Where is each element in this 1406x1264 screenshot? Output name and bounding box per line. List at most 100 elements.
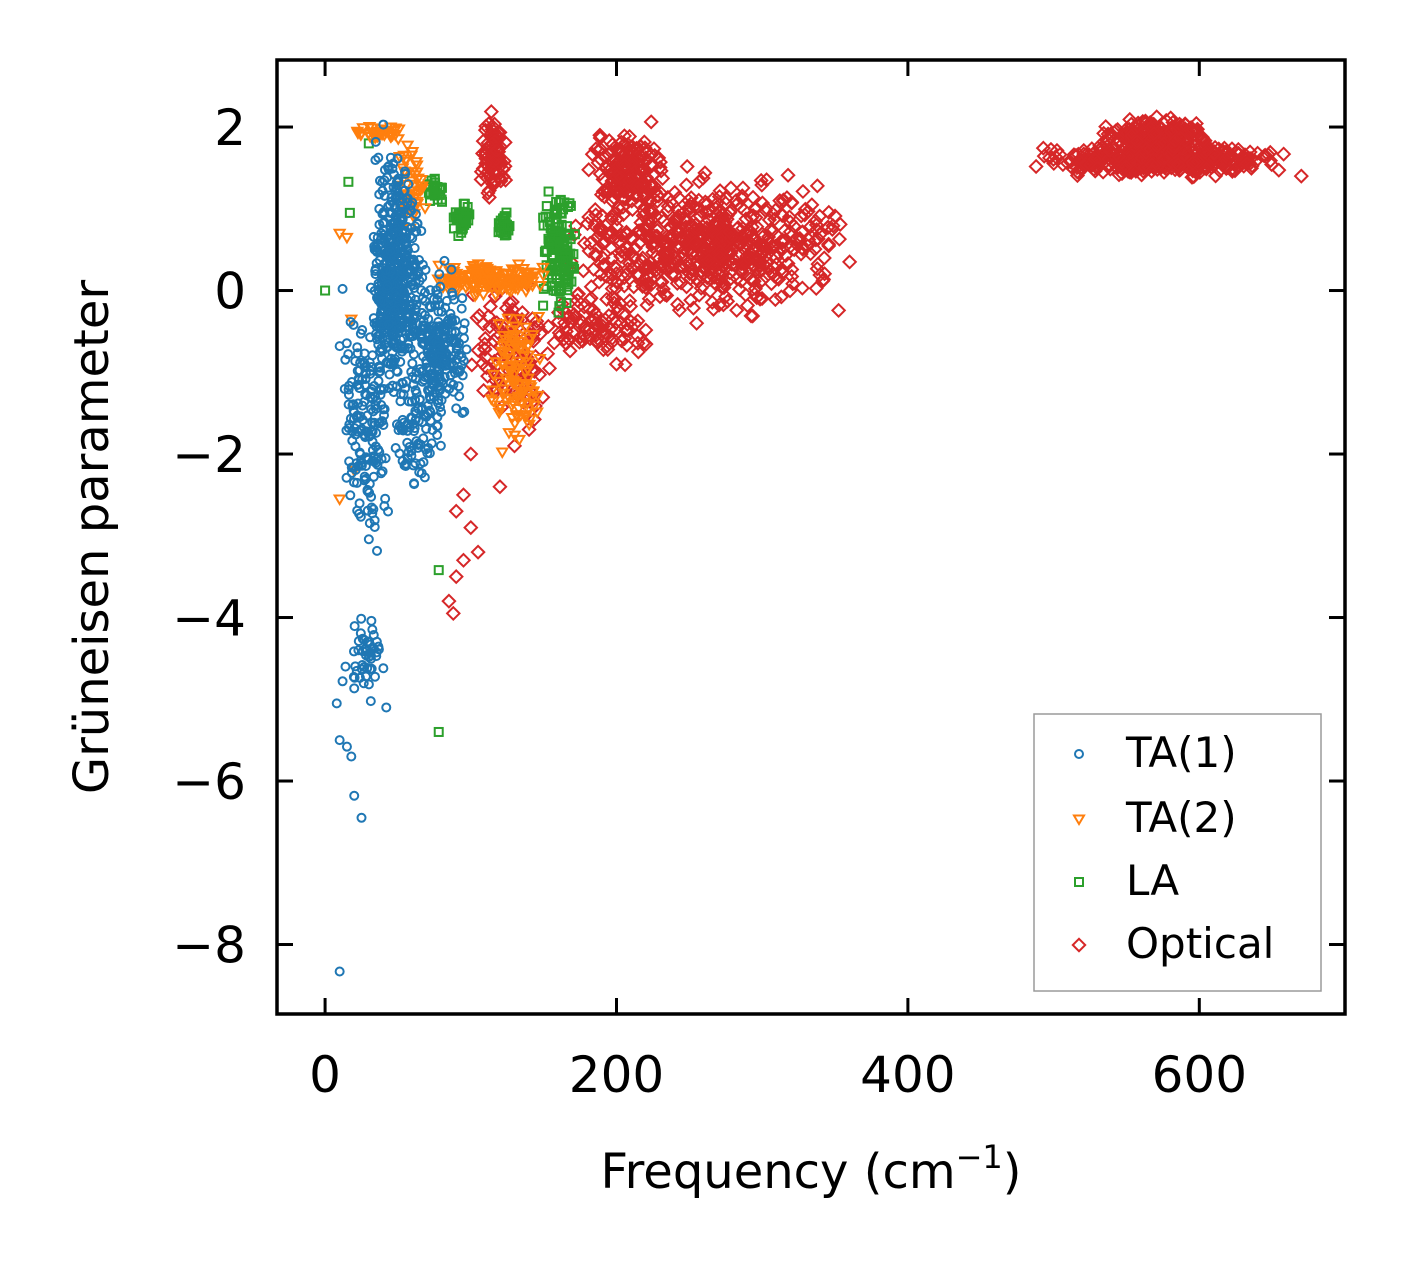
point-ta2 [495,360,510,373]
point-optical [712,183,728,199]
point-ta1 [441,295,452,306]
point-optical [743,246,759,262]
point-optical [662,231,678,248]
point-optical [745,189,761,206]
point-optical [482,139,498,155]
point-optical [633,177,649,194]
point-ta2 [516,263,531,276]
point-optical [1143,141,1159,157]
point-optical [1118,159,1134,175]
point-la [541,201,552,212]
point-optical [1239,155,1255,172]
point-optical [767,291,783,308]
point-la [549,208,560,219]
point-optical [608,169,625,185]
x-tick-label: 600 [1152,1046,1247,1104]
point-optical [1177,132,1193,148]
point-ta1 [366,491,377,502]
point-optical [734,263,750,279]
point-optical [497,172,514,188]
point-optical [752,291,768,307]
point-optical [743,210,760,226]
point-ta1 [391,419,402,430]
point-ta1 [408,478,419,489]
point-optical [688,221,704,237]
point-optical [1149,109,1165,125]
point-ta1 [406,279,417,290]
x-tick-label: 200 [569,1046,664,1104]
point-optical [652,274,669,290]
point-optical [541,360,558,376]
point-la [551,269,562,280]
point-ta1 [367,393,378,404]
point-optical [698,204,714,221]
point-ta2 [504,400,519,413]
point-ta1 [457,407,468,418]
point-ta1 [378,663,389,674]
point-ta1 [354,447,365,458]
point-ta1 [416,468,427,479]
point-optical [689,254,706,270]
point-ta1 [364,431,375,442]
point-ta1 [365,653,376,664]
point-optical [691,222,707,238]
point-ta1 [365,365,376,376]
point-optical [1144,157,1160,173]
point-ta1 [349,683,360,694]
point-ta1 [400,168,411,179]
point-optical [671,302,688,318]
point-ta2 [366,128,381,141]
point-ta1 [402,251,413,262]
point-ta1 [334,341,345,352]
point-ta1 [374,189,385,200]
point-optical [715,297,732,313]
point-ta1 [400,278,411,289]
point-optical [606,259,622,275]
point-optical [455,552,472,568]
point-la [556,219,567,230]
point-ta1 [383,358,394,369]
point-ta1 [337,676,348,687]
point-optical [636,134,652,150]
point-optical [773,289,789,305]
point-optical [624,143,640,159]
point-ta1 [434,364,445,375]
point-ta2 [510,284,525,296]
point-ta2 [484,394,499,406]
point-optical [470,544,486,560]
legend-label-la: LA [1126,856,1179,905]
point-ta1 [408,270,419,281]
x-axis-title-suffix: ) [1003,1144,1022,1200]
point-ta1 [382,280,393,291]
point-ta1 [413,415,424,426]
point-ta2 [521,373,536,386]
point-optical [741,250,757,266]
point-ta1 [433,395,444,406]
legend-label-optical: Optical [1126,919,1274,968]
point-optical [795,183,811,200]
point-optical [551,325,567,341]
point-optical [701,253,717,269]
y-tick-label: −2 [172,426,246,484]
point-optical [1206,144,1222,160]
point-ta1 [397,346,408,357]
point-optical [608,175,625,191]
point-optical [795,241,811,257]
point-optical [1167,132,1183,149]
point-optical [1117,139,1133,155]
point-ta2 [521,350,536,363]
point-ta1 [366,502,377,513]
point-ta1 [370,266,381,277]
point-ta1 [388,328,399,339]
point-optical [638,322,654,338]
point-optical [821,204,837,220]
point-optical [480,368,496,384]
point-ta1 [331,698,342,709]
point-optical [627,240,643,257]
point-optical [782,214,798,230]
point-ta1 [334,735,345,746]
legend-label-ta2: TA(2) [1125,793,1237,842]
point-optical [599,291,615,307]
point-optical [526,411,542,428]
point-optical [794,280,810,296]
